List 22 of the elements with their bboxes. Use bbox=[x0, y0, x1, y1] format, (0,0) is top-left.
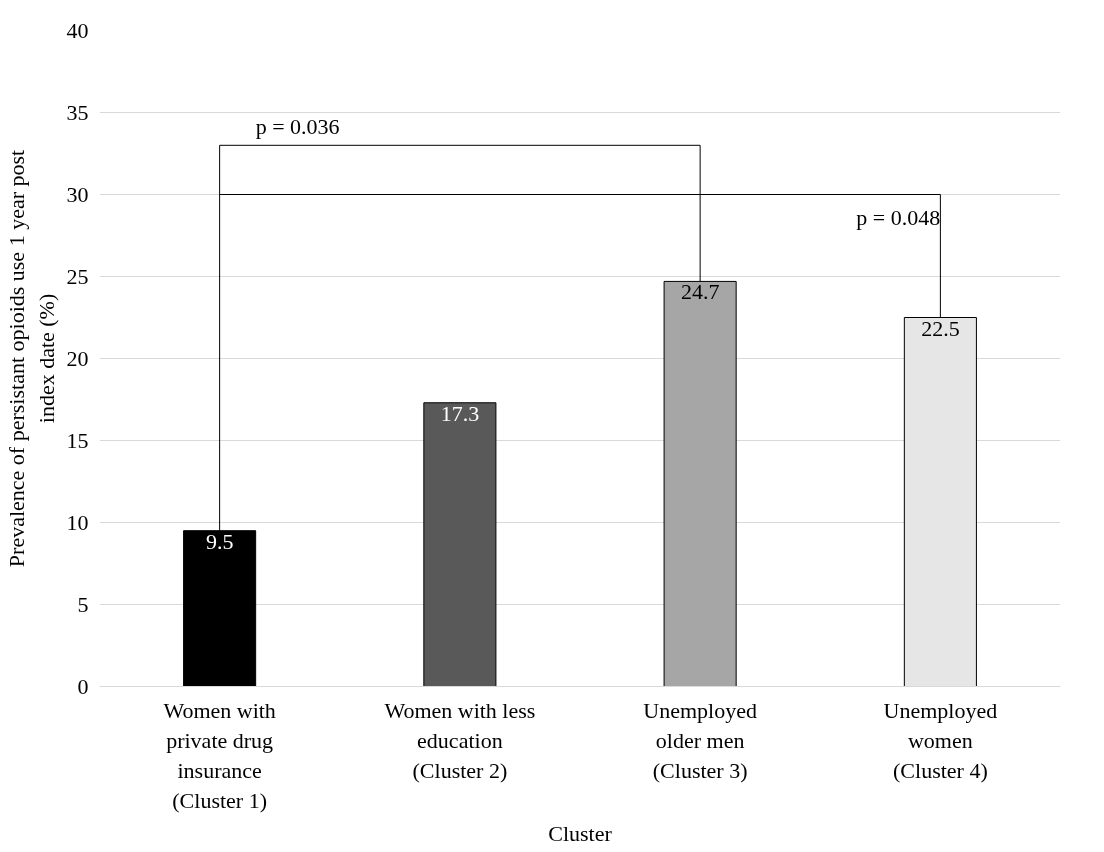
y-tick-label: 5 bbox=[77, 591, 89, 617]
y-tick-label: 15 bbox=[66, 427, 89, 453]
x-tick-label: Women with private drug insurance (Cluster 1) bbox=[163, 697, 276, 813]
y-tick-label: 35 bbox=[66, 99, 89, 125]
bar bbox=[423, 402, 497, 687]
data-label: 22.5 bbox=[921, 315, 960, 341]
x-tick-label: Unemployed women (Cluster 4) bbox=[883, 697, 998, 783]
x-axis-title: Cluster bbox=[548, 820, 613, 846]
data-label: 17.3 bbox=[440, 400, 480, 426]
annotation: p = 0.048 bbox=[856, 204, 941, 230]
y-tick-label: 20 bbox=[66, 345, 89, 371]
annotation: p = 0.036 bbox=[255, 114, 340, 140]
y-tick-label: 25 bbox=[66, 263, 89, 289]
y-axis-title: Prevalence of persistant opioids use 1 year post index date (%) bbox=[3, 149, 59, 568]
data-label: 9.5 bbox=[205, 528, 234, 554]
x-tick-label: Unemployed older men (Cluster 3) bbox=[643, 697, 757, 783]
y-tick-label: 0 bbox=[77, 673, 89, 699]
x-tick-label: Women with less education (Cluster 2) bbox=[384, 697, 536, 783]
data-label: 24.7 bbox=[680, 279, 720, 305]
y-tick-label: 40 bbox=[66, 17, 89, 43]
y-tick-label: 30 bbox=[66, 181, 89, 207]
y-tick-label: 10 bbox=[66, 509, 89, 535]
